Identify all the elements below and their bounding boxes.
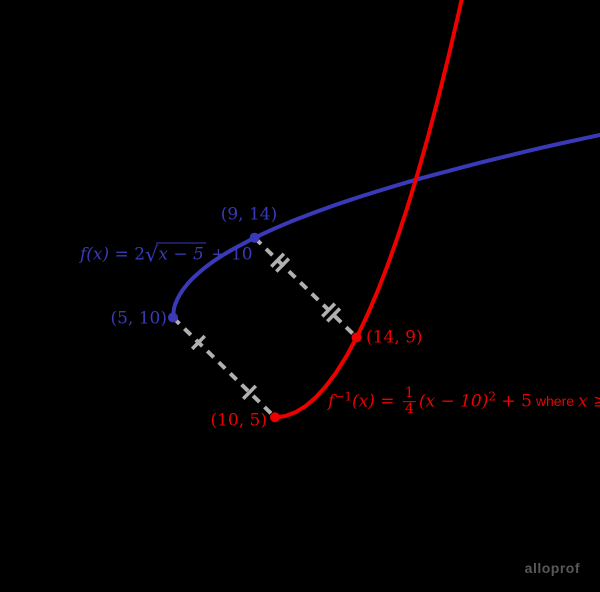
double-tick-mark bbox=[326, 307, 342, 323]
f-formula-equals: = 2 bbox=[109, 244, 146, 265]
double-tick-mark bbox=[270, 252, 286, 268]
finv-f: f bbox=[328, 391, 335, 412]
finv-fraction-numerator: 1 bbox=[404, 385, 414, 402]
finv-fraction-denominator: 4 bbox=[402, 401, 416, 418]
alloprof-watermark: alloprof bbox=[524, 560, 580, 576]
point-label-9-14: (9, 14) bbox=[220, 204, 278, 225]
point-label-14-9: (14, 9) bbox=[366, 327, 423, 348]
curve-f-inverse bbox=[273, 0, 464, 420]
reflection-dashed-line bbox=[171, 316, 277, 419]
point-dot-14-9 bbox=[351, 332, 362, 343]
finv-body-exponent: 2 bbox=[488, 389, 497, 404]
finv-tail: + 5 bbox=[496, 391, 532, 412]
double-tick-mark bbox=[321, 302, 337, 318]
finv-exponent: −1 bbox=[334, 389, 352, 404]
single-tick-mark bbox=[190, 334, 207, 351]
double-tick-mark bbox=[275, 257, 291, 273]
sqrt-radical-icon: √ bbox=[145, 242, 159, 267]
function-f-formula-label: f(x) = 2√x − 5 + 10 bbox=[80, 242, 253, 267]
finv-body: (x − 10) bbox=[418, 391, 489, 412]
finv-condition: x ≥ 10 bbox=[578, 391, 600, 412]
curve-f bbox=[171, 132, 600, 320]
point-dot-10-5 bbox=[270, 412, 280, 423]
f-formula-tail: + 10 bbox=[205, 244, 253, 265]
point-label-10-5: (10, 5) bbox=[210, 410, 267, 431]
reflection-dashed-line bbox=[253, 236, 358, 339]
finv-where-word: where bbox=[535, 393, 575, 410]
single-tick-mark bbox=[241, 384, 258, 400]
finv-args: (x) = bbox=[352, 391, 400, 412]
f-formula-radicand: x − 5 bbox=[156, 242, 206, 265]
f-formula-fx: f(x) bbox=[80, 244, 110, 265]
point-dot-9-14 bbox=[249, 232, 260, 243]
point-label-5-10: (5, 10) bbox=[110, 308, 167, 329]
point-dot-5-10 bbox=[168, 312, 178, 323]
